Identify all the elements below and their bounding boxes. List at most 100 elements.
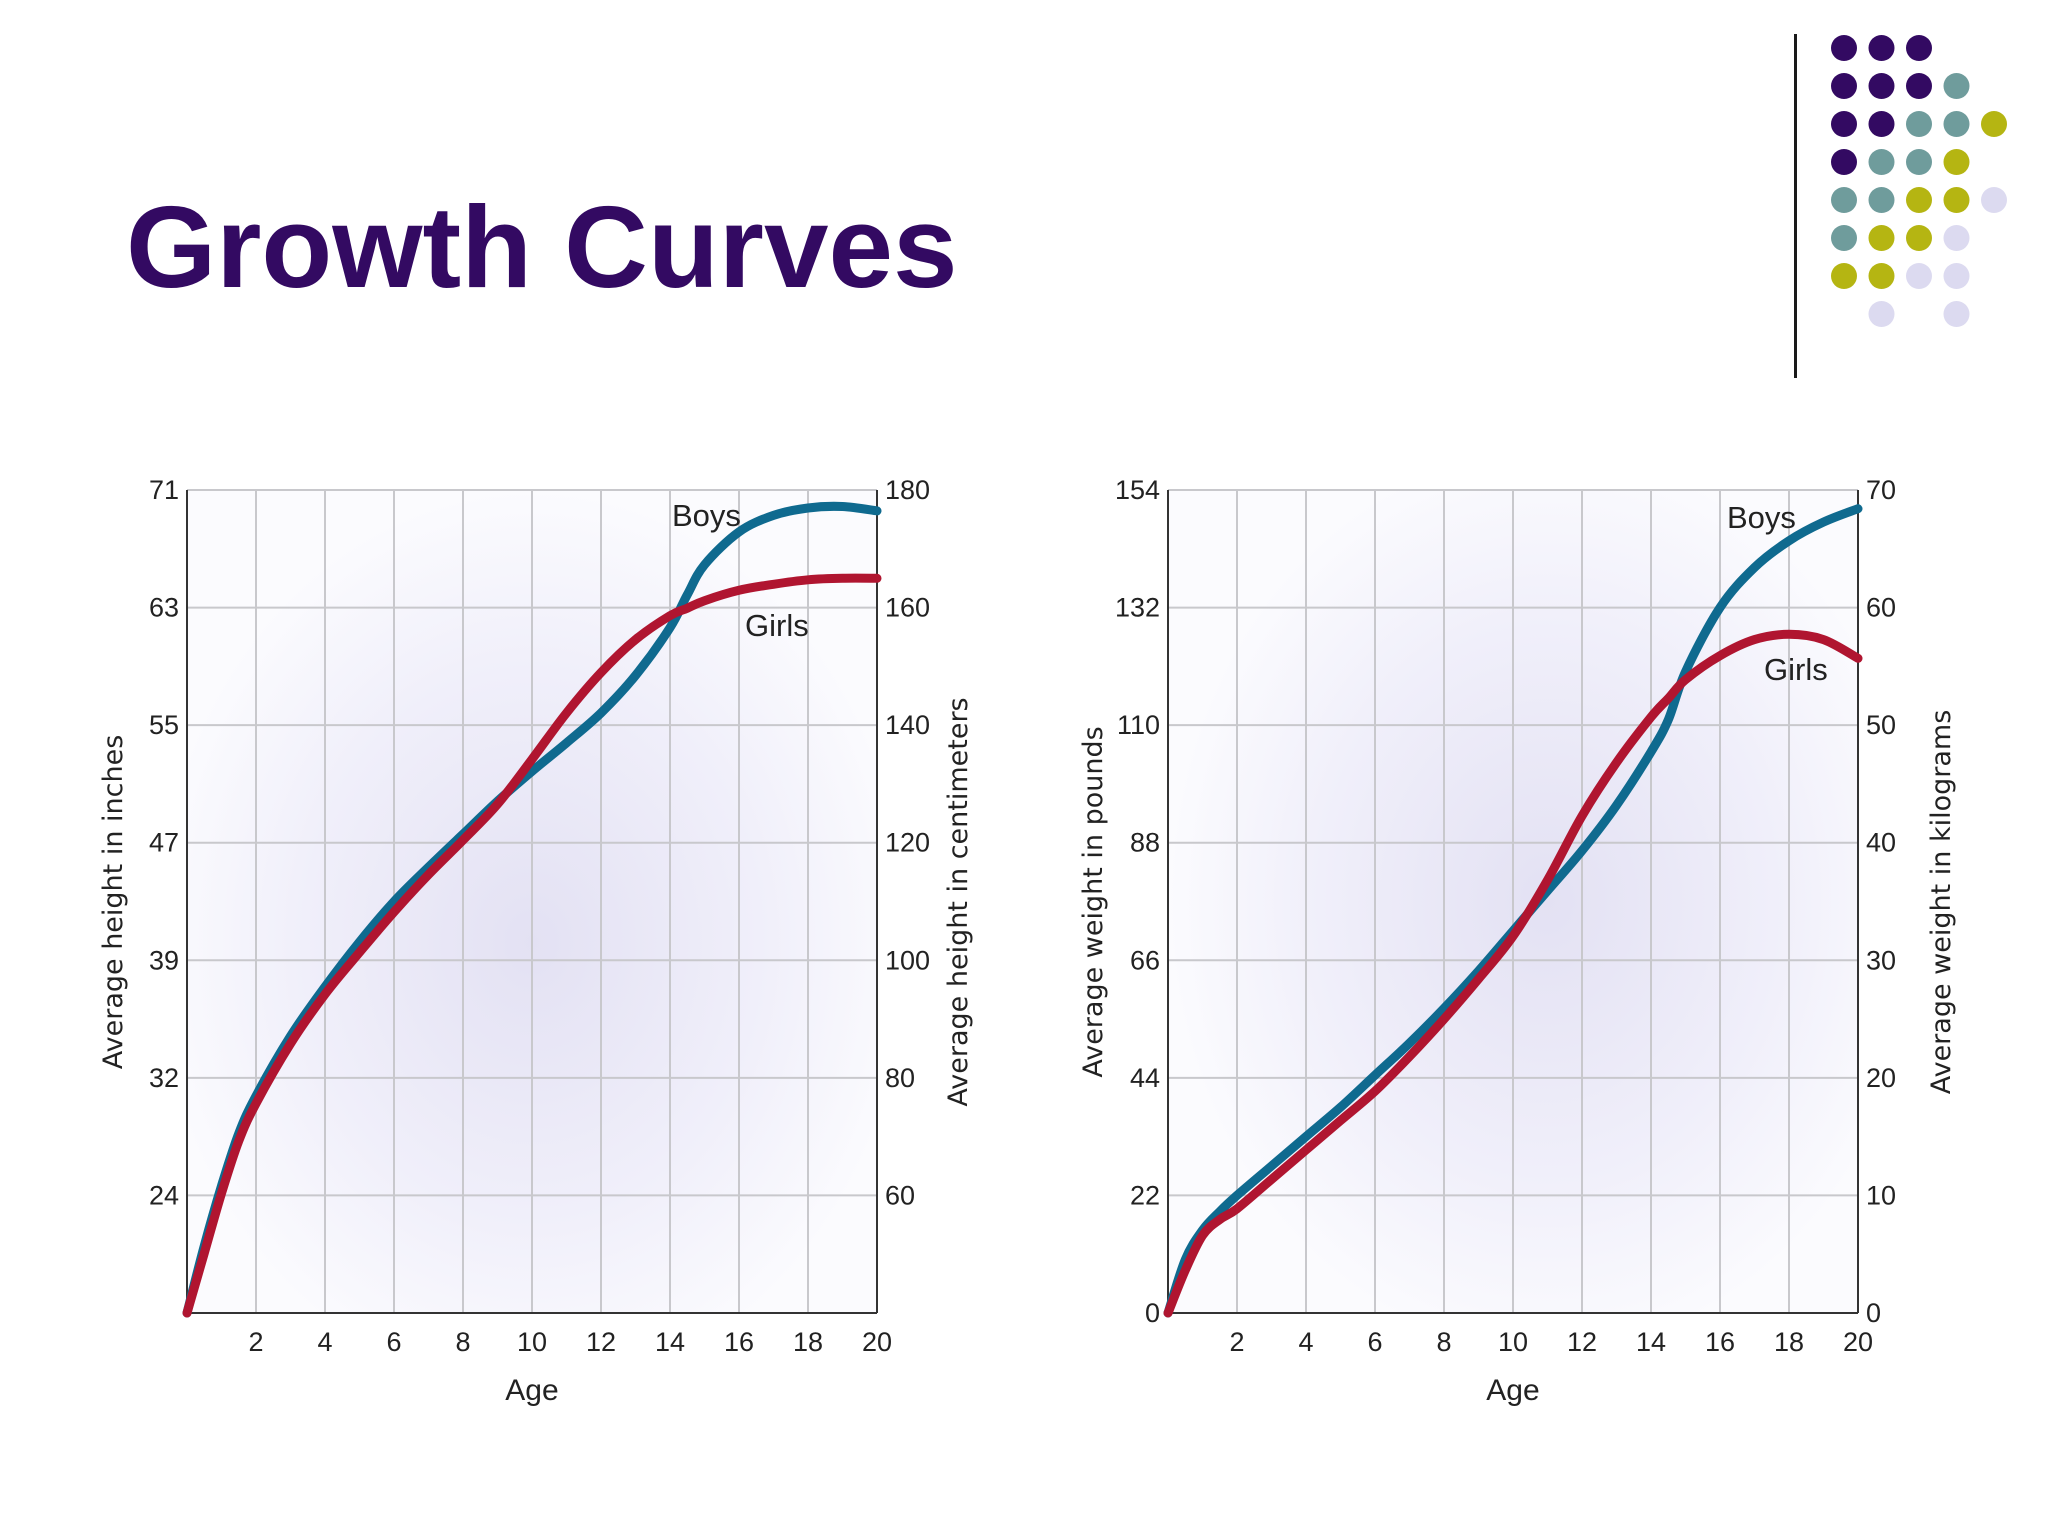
y-tick-label-right: 30 — [1866, 945, 1896, 975]
decorative-dot — [1943, 187, 1970, 213]
decorative-dot — [1831, 263, 1857, 289]
decorative-dot — [1906, 111, 1932, 137]
x-axis-title: Age — [1486, 1374, 1539, 1407]
y-tick-label-left: 0 — [1145, 1298, 1160, 1328]
decorative-dot — [1831, 225, 1857, 251]
decorative-dot — [1868, 35, 1895, 61]
decorative-dot — [1906, 73, 1932, 99]
x-tick-label: 2 — [248, 1327, 263, 1357]
x-tick-label: 12 — [1567, 1327, 1597, 1357]
decorative-dot — [1831, 35, 1857, 61]
left-y-axis-title: Average weight in pounds — [1078, 726, 1109, 1077]
x-axis-title: Age — [505, 1374, 558, 1407]
y-tick-label-right: 100 — [885, 945, 930, 975]
y-tick-label-left: 66 — [1130, 945, 1160, 975]
y-tick-label-right: 10 — [1866, 1180, 1896, 1210]
y-tick-label-right: 50 — [1866, 710, 1896, 740]
x-tick-label: 20 — [862, 1327, 892, 1357]
decorative-dot — [1943, 263, 1970, 289]
y-tick-label-left: 63 — [149, 593, 179, 623]
series-lines — [182, 501, 882, 1318]
decorative-dot — [1831, 111, 1857, 137]
x-tick-label: 14 — [655, 1327, 685, 1357]
decorative-dot — [1906, 225, 1932, 251]
girls-series-label: Girls — [1764, 652, 1828, 687]
y-tick-label-left: 32 — [149, 1063, 179, 1093]
decorative-dot — [1906, 35, 1932, 61]
y-tick-label-left: 55 — [149, 710, 179, 740]
axes: 0 0 22 10 44 20 66 30 88 40 110 50 132 60 154 70 2 4 6 8 10 1… — [1115, 475, 1896, 1357]
slide-title: Growth Curves — [126, 182, 958, 312]
decorative-dot — [1868, 111, 1895, 137]
left-y-axis-title: Average height in inches — [98, 735, 129, 1070]
y-tick-label-left: 71 — [149, 475, 179, 505]
decorative-dot — [1981, 187, 2007, 213]
boys-series-label: Boys — [1727, 500, 1796, 535]
y-tick-label-right: 60 — [1866, 593, 1896, 623]
decorative-dot — [1906, 263, 1932, 289]
y-tick-label-right: 120 — [885, 828, 930, 858]
x-tick-label: 16 — [724, 1327, 754, 1357]
decorative-dot — [1868, 149, 1895, 175]
y-tick-label-left: 24 — [149, 1180, 179, 1210]
x-tick-label: 2 — [1229, 1327, 1244, 1357]
decorative-dot — [1906, 149, 1932, 175]
x-tick-label: 8 — [455, 1327, 470, 1357]
y-tick-label-left: 47 — [149, 828, 179, 858]
y-tick-label-right: 140 — [885, 710, 930, 740]
decorative-dot — [1943, 301, 1970, 327]
decorative-dot — [1868, 301, 1895, 327]
decorative-dot — [1868, 73, 1895, 99]
decorative-dot — [1831, 187, 1857, 213]
chart-labels: Boys Girls Age Average weight in pounds … — [1078, 500, 1957, 1407]
x-tick-label: 4 — [317, 1327, 332, 1357]
x-tick-label: 16 — [1705, 1327, 1735, 1357]
boys-series-label: Boys — [672, 498, 741, 533]
y-tick-label-left: 88 — [1130, 828, 1160, 858]
weight-growth-chart: 0 0 22 10 44 20 66 30 88 40 110 50 132 60 154 70 2 4 6 8 10 1… — [1078, 475, 1957, 1407]
x-tick-label: 18 — [793, 1327, 823, 1357]
x-tick-label: 6 — [1367, 1327, 1382, 1357]
y-tick-label-right: 40 — [1866, 828, 1896, 858]
title-divider-line — [1794, 34, 1797, 378]
y-tick-label-left: 110 — [1117, 710, 1160, 740]
x-tick-label: 10 — [517, 1327, 547, 1357]
y-tick-label-left: 39 — [149, 945, 179, 975]
x-tick-label: 18 — [1774, 1327, 1804, 1357]
y-tick-label-right: 70 — [1866, 475, 1896, 505]
decorative-dot — [1943, 73, 1970, 99]
y-tick-label-left: 22 — [1130, 1180, 1160, 1210]
series-line-girls — [182, 573, 882, 1318]
y-tick-label-right: 20 — [1866, 1063, 1896, 1093]
y-tick-label-right: 180 — [885, 475, 930, 505]
decorative-dot — [1943, 149, 1970, 175]
decorative-dot — [1906, 187, 1932, 213]
chart-labels: Boys Girls Age Average height in inches … — [98, 498, 974, 1407]
decorative-dot — [1868, 263, 1895, 289]
y-tick-label-left: 44 — [1130, 1063, 1160, 1093]
decorative-dot — [1831, 73, 1857, 99]
y-tick-label-right: 60 — [885, 1180, 915, 1210]
decorative-dot — [1868, 187, 1895, 213]
x-tick-label: 20 — [1843, 1327, 1873, 1357]
decorative-dot — [1868, 225, 1895, 251]
right-y-axis-title: Average weight in kilograms — [1926, 710, 1957, 1095]
y-tick-label-right: 160 — [885, 593, 930, 623]
x-tick-label: 6 — [386, 1327, 401, 1357]
x-tick-label: 12 — [586, 1327, 616, 1357]
x-tick-label: 14 — [1636, 1327, 1666, 1357]
y-tick-label-right: 0 — [1866, 1298, 1881, 1328]
series-line-boys — [1163, 504, 1863, 1318]
x-tick-label: 8 — [1436, 1327, 1451, 1357]
x-tick-label: 4 — [1298, 1327, 1313, 1357]
series-lines — [1163, 504, 1863, 1318]
decorative-dot — [1831, 149, 1857, 175]
y-tick-label-left: 154 — [1115, 475, 1160, 505]
right-y-axis-title: Average height in centimeters — [943, 697, 974, 1106]
series-line-girls — [1163, 629, 1863, 1318]
decorative-dot — [1981, 111, 2007, 137]
decorative-dot — [1943, 225, 1970, 251]
decorative-dot — [1943, 111, 1970, 137]
